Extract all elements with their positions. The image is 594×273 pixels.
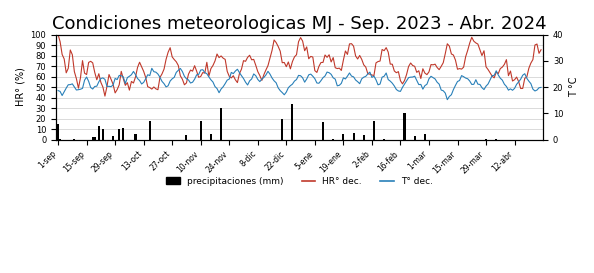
Bar (200, 121, 202, 140)
Bar (322, 122, 324, 140)
Bar (122, 128, 124, 140)
Bar (424, 134, 426, 140)
Bar (148, 121, 151, 140)
Legend: precipitaciones (mm), HR° dec., T° dec.: precipitaciones (mm), HR° dec., T° dec. (163, 173, 437, 190)
Bar (118, 129, 120, 140)
Bar (403, 113, 406, 140)
Bar (210, 134, 212, 140)
Bar (363, 135, 365, 140)
Bar (353, 133, 355, 140)
Bar (332, 138, 334, 140)
Bar (383, 138, 385, 140)
Title: Condiciones meteorologicas MJ - Sep. 2023 - Abr. 2024: Condiciones meteorologicas MJ - Sep. 202… (52, 15, 547, 33)
Bar (112, 136, 114, 140)
Bar (495, 138, 497, 140)
Bar (185, 135, 188, 140)
Bar (281, 118, 283, 140)
Bar (91, 137, 94, 140)
Bar (98, 126, 100, 140)
Y-axis label: T °C: T °C (569, 77, 579, 97)
Y-axis label: HR° (%): HR° (%) (15, 68, 25, 106)
Bar (57, 124, 59, 140)
Bar (94, 137, 96, 140)
Bar (373, 121, 375, 140)
Bar (485, 138, 487, 140)
Bar (413, 136, 416, 140)
Bar (59, 138, 61, 140)
Bar (292, 104, 293, 140)
Bar (342, 134, 345, 140)
Bar (102, 129, 104, 140)
Bar (73, 138, 75, 140)
Bar (134, 134, 137, 140)
Bar (220, 108, 222, 140)
